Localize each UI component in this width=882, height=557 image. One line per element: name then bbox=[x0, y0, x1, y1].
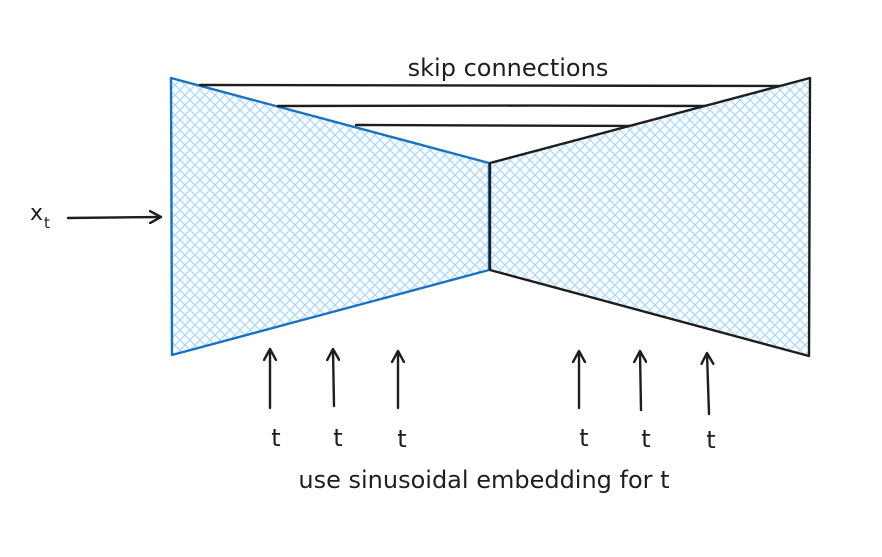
embedding-caption: use sinusoidal embedding for t bbox=[298, 466, 669, 494]
encoder-block bbox=[169, 76, 491, 357]
input-label: xt bbox=[30, 201, 50, 232]
decoder-block bbox=[488, 76, 812, 358]
timestep-arrows bbox=[270, 350, 709, 416]
timestep-label-1: t bbox=[271, 424, 280, 452]
timestep-label-6: t bbox=[706, 426, 715, 454]
timestep-arrow-6 bbox=[707, 354, 709, 416]
timestep-arrow-2 bbox=[333, 350, 334, 408]
input-label-base: x bbox=[30, 201, 43, 226]
input-label-subscript: t bbox=[44, 214, 50, 232]
timestep-label-3: t bbox=[397, 425, 406, 453]
skip-connection-line-inner bbox=[354, 123, 632, 128]
timestep-label-5: t bbox=[641, 425, 650, 453]
timestep-label-2: t bbox=[333, 424, 342, 452]
input-arrow bbox=[66, 217, 160, 218]
timestep-arrow-5 bbox=[640, 352, 641, 412]
skip-connection-line-outer bbox=[198, 83, 782, 88]
timestep-labels: t t t t t t bbox=[271, 424, 715, 454]
timestep-label-4: t bbox=[579, 424, 588, 452]
skip-connections-label: skip connections bbox=[408, 54, 609, 82]
